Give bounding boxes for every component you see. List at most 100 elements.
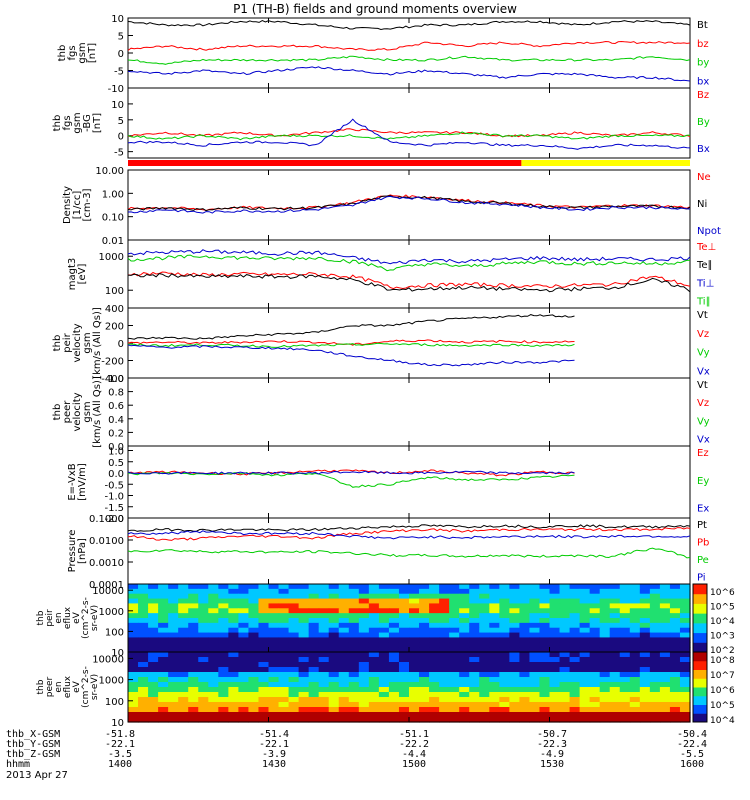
spectrogram-cell [228,702,239,708]
spectrogram-cell [479,707,490,713]
spectrogram-cell [158,613,169,619]
spectrogram-cell [328,613,340,619]
spectrogram-cell [348,672,360,678]
spectrogram-cell [348,692,360,698]
spectrogram-cell [368,598,380,605]
spectrogram-cell [439,627,450,634]
spectrogram-cell [198,593,209,600]
y-tick-label: 100 [105,286,124,297]
spectrogram-cell [178,662,189,668]
spectrogram-cell [659,707,671,713]
spectrogram-cell [479,677,490,683]
spectrogram-cell [589,672,601,678]
spectrogram-cell [268,657,280,663]
spectrogram-cell [318,598,330,605]
spectrogram-cell [218,672,229,678]
spectrogram-cell [559,598,571,605]
footer-row-z-gsm: thb_Z-GSM -3.5 -3.9 -4.4 -4.9 -5.5 [4,750,744,760]
spectrogram-cell [429,667,440,673]
spectrogram-cell [529,657,541,663]
spectrogram-cell [338,647,350,653]
spectrogram-cell [348,707,360,713]
spectrogram-cell [398,618,410,624]
spectrogram-cell [639,637,651,643]
spectrogram-cell [409,697,420,703]
spectrogram-cell [148,627,159,634]
spectrogram-cell [348,667,360,673]
spectrogram-cell [218,687,229,693]
spectrogram-cell [549,642,561,648]
spectrogram-cell [419,627,430,634]
spectrogram-cell [368,672,380,678]
spectrogram-cell [559,613,571,619]
spectrogram-cell [168,652,179,658]
spectrogram-cell [398,712,410,718]
spectrogram-cell [318,682,330,688]
y-tick-label: 10 [111,14,124,25]
spectrogram-cell [569,647,581,653]
spectrogram-cell [479,584,490,590]
spectrogram-cell [218,584,229,590]
spectrogram-cell [519,657,531,663]
spectrogram-cell [409,637,420,643]
spectrogram-cell [338,692,350,698]
spectrogram-cell [579,692,591,698]
spectrogram-cell [278,613,290,619]
spectrogram-cell [398,613,410,619]
y-tick-label: -200 [101,357,124,368]
spectrogram-cell [278,702,290,708]
colorbar-tick-label: 10^3 [710,632,735,642]
spectrogram-cell [599,593,611,600]
spectrogram-cell [529,584,541,590]
spectrogram-cell [198,712,209,718]
spectrogram-cell [198,667,209,673]
spectrogram-cell [639,593,651,600]
spectrogram-cell [579,637,591,643]
spectrogram-cell [449,652,460,658]
spectrogram-cell [328,598,340,605]
spectrogram-cell [599,642,611,648]
spectrogram-cell [128,608,139,614]
spectrogram-cell [218,692,229,698]
spectrogram-cell [378,593,390,600]
spectrogram-cell [439,613,450,619]
spectrogram-cell [569,632,581,639]
spectrogram-cell [439,712,450,718]
spectrogram-cell [439,642,450,648]
spectrogram-cell [338,707,350,713]
spectrogram-cell [178,657,189,663]
spectrogram-cell [138,598,149,605]
spectrogram-cell [589,687,601,693]
spectrogram-cell [469,682,480,688]
spectrogram-cell [409,702,420,708]
spectrogram-cell [398,697,410,703]
spectrogram-cell [509,622,520,629]
spectrogram-cell [649,637,661,643]
spectrogram-cell [479,672,490,678]
spectrogram-cell [398,707,410,713]
spectrogram-cell [459,603,470,609]
spectrogram-cell [579,652,591,658]
spectrogram-cell [218,682,229,688]
spectrogram-cell [258,598,270,605]
spectrogram-cell [198,687,209,693]
spectrogram-cell [519,697,531,703]
spectrogram-cell [378,707,390,713]
spectrogram-cell [348,637,360,643]
spectrogram-cell [248,707,260,713]
spectrogram-cell [539,637,551,643]
y-axis-label: peer [45,676,55,697]
spectrogram-cell [318,642,330,648]
spectrogram-cell [178,697,189,703]
spectrogram-cell [439,662,450,668]
spectrogram-cell [559,637,571,643]
spectrogram-cell [208,677,219,683]
spectrogram-cell [388,702,400,708]
spectrogram-cell [409,584,420,590]
spectrogram-cell [589,667,601,673]
spectrogram-cell [338,702,350,708]
spectrogram-cell [679,662,691,668]
spectrogram-cell [629,622,641,629]
spectrogram-cell [148,702,159,708]
spectrogram-cell [188,622,199,629]
